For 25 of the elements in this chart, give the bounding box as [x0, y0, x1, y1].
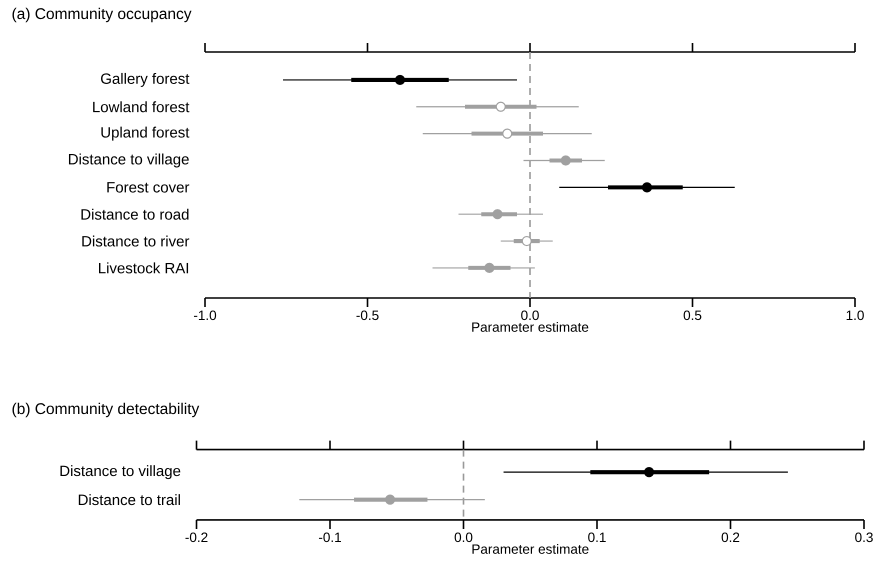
y-tick-label: Lowland forest — [93, 101, 190, 112]
y-tick-label: Forest cover — [107, 182, 190, 193]
x-tick-label: 0.5 — [684, 310, 702, 320]
x-tick-label: 1.0 — [846, 310, 864, 320]
y-tick-label: Distance to river — [82, 236, 190, 247]
y-tick-label: Distance to village — [60, 465, 180, 480]
x-tick-label: 0.1 — [588, 532, 606, 542]
x-axis-title: Parameter estimate — [472, 322, 588, 332]
y-tick-label: Livestock RAI — [99, 262, 188, 274]
x-tick-label: 0.0 — [521, 310, 539, 320]
x-tick-label: -1.0 — [194, 310, 216, 320]
x-tick-label: -0.5 — [356, 310, 379, 320]
x-tick-label: -0.1 — [318, 532, 341, 542]
x-tick-label: 0.2 — [722, 532, 740, 542]
y-tick-label: Distance to trail — [78, 494, 180, 506]
y-tick-label: Distance to village — [68, 154, 189, 168]
x-tick-label: 0.3 — [855, 532, 873, 542]
y-tick-label: Gallery forest — [101, 72, 190, 87]
y-tick-label: Upland forest — [101, 126, 190, 141]
y-tick-label: Distance to road — [81, 208, 188, 220]
chart-title: (a) Community occupancy — [12, 8, 192, 22]
x-tick-label: 0.0 — [454, 532, 472, 542]
x-tick-label: -0.2 — [185, 532, 208, 542]
x-axis-title: Parameter estimate — [472, 544, 589, 554]
chart-title: (b) Community detectability — [12, 402, 200, 418]
